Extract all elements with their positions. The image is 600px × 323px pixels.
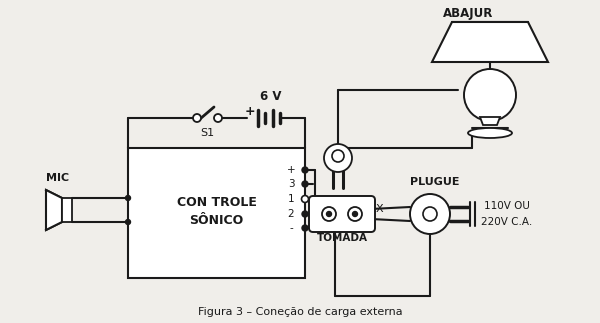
Polygon shape (432, 22, 548, 62)
Text: S1: S1 (200, 128, 214, 138)
FancyBboxPatch shape (309, 196, 375, 232)
Circle shape (332, 150, 344, 162)
Polygon shape (46, 190, 62, 230)
Polygon shape (480, 117, 500, 125)
Text: X: X (375, 204, 383, 214)
Circle shape (302, 181, 308, 187)
Text: Figura 3 – Coneção de carga externa: Figura 3 – Coneção de carga externa (197, 307, 403, 317)
Text: PLUGUE: PLUGUE (410, 177, 460, 187)
Circle shape (302, 225, 308, 231)
Circle shape (301, 195, 308, 203)
Circle shape (464, 69, 516, 121)
Text: +: + (245, 105, 256, 118)
Text: 6 V: 6 V (260, 89, 282, 102)
Circle shape (410, 194, 450, 234)
Bar (62, 198, 72, 222)
Circle shape (348, 207, 362, 221)
Text: 1: 1 (287, 194, 295, 204)
Circle shape (125, 195, 131, 201)
Text: 220V C.A.: 220V C.A. (481, 217, 533, 227)
Circle shape (352, 212, 358, 216)
Text: ABAJUR: ABAJUR (443, 6, 493, 19)
Circle shape (322, 207, 336, 221)
Circle shape (302, 211, 308, 217)
Text: 2: 2 (287, 209, 295, 219)
Circle shape (324, 144, 352, 172)
Text: TOMADA: TOMADA (317, 233, 367, 243)
Circle shape (326, 212, 331, 216)
Circle shape (125, 220, 131, 224)
Text: +: + (287, 165, 295, 175)
Circle shape (423, 207, 437, 221)
Text: -: - (289, 223, 293, 233)
Ellipse shape (468, 128, 512, 138)
Circle shape (302, 167, 308, 173)
Text: 110V OU: 110V OU (484, 201, 530, 211)
Circle shape (193, 114, 201, 122)
Text: 3: 3 (287, 179, 295, 189)
Bar (128, 148, 305, 278)
Text: MIC: MIC (46, 173, 70, 183)
Text: CON TROLE: CON TROLE (176, 196, 256, 210)
Text: SÔNICO: SÔNICO (190, 214, 244, 227)
Circle shape (214, 114, 222, 122)
